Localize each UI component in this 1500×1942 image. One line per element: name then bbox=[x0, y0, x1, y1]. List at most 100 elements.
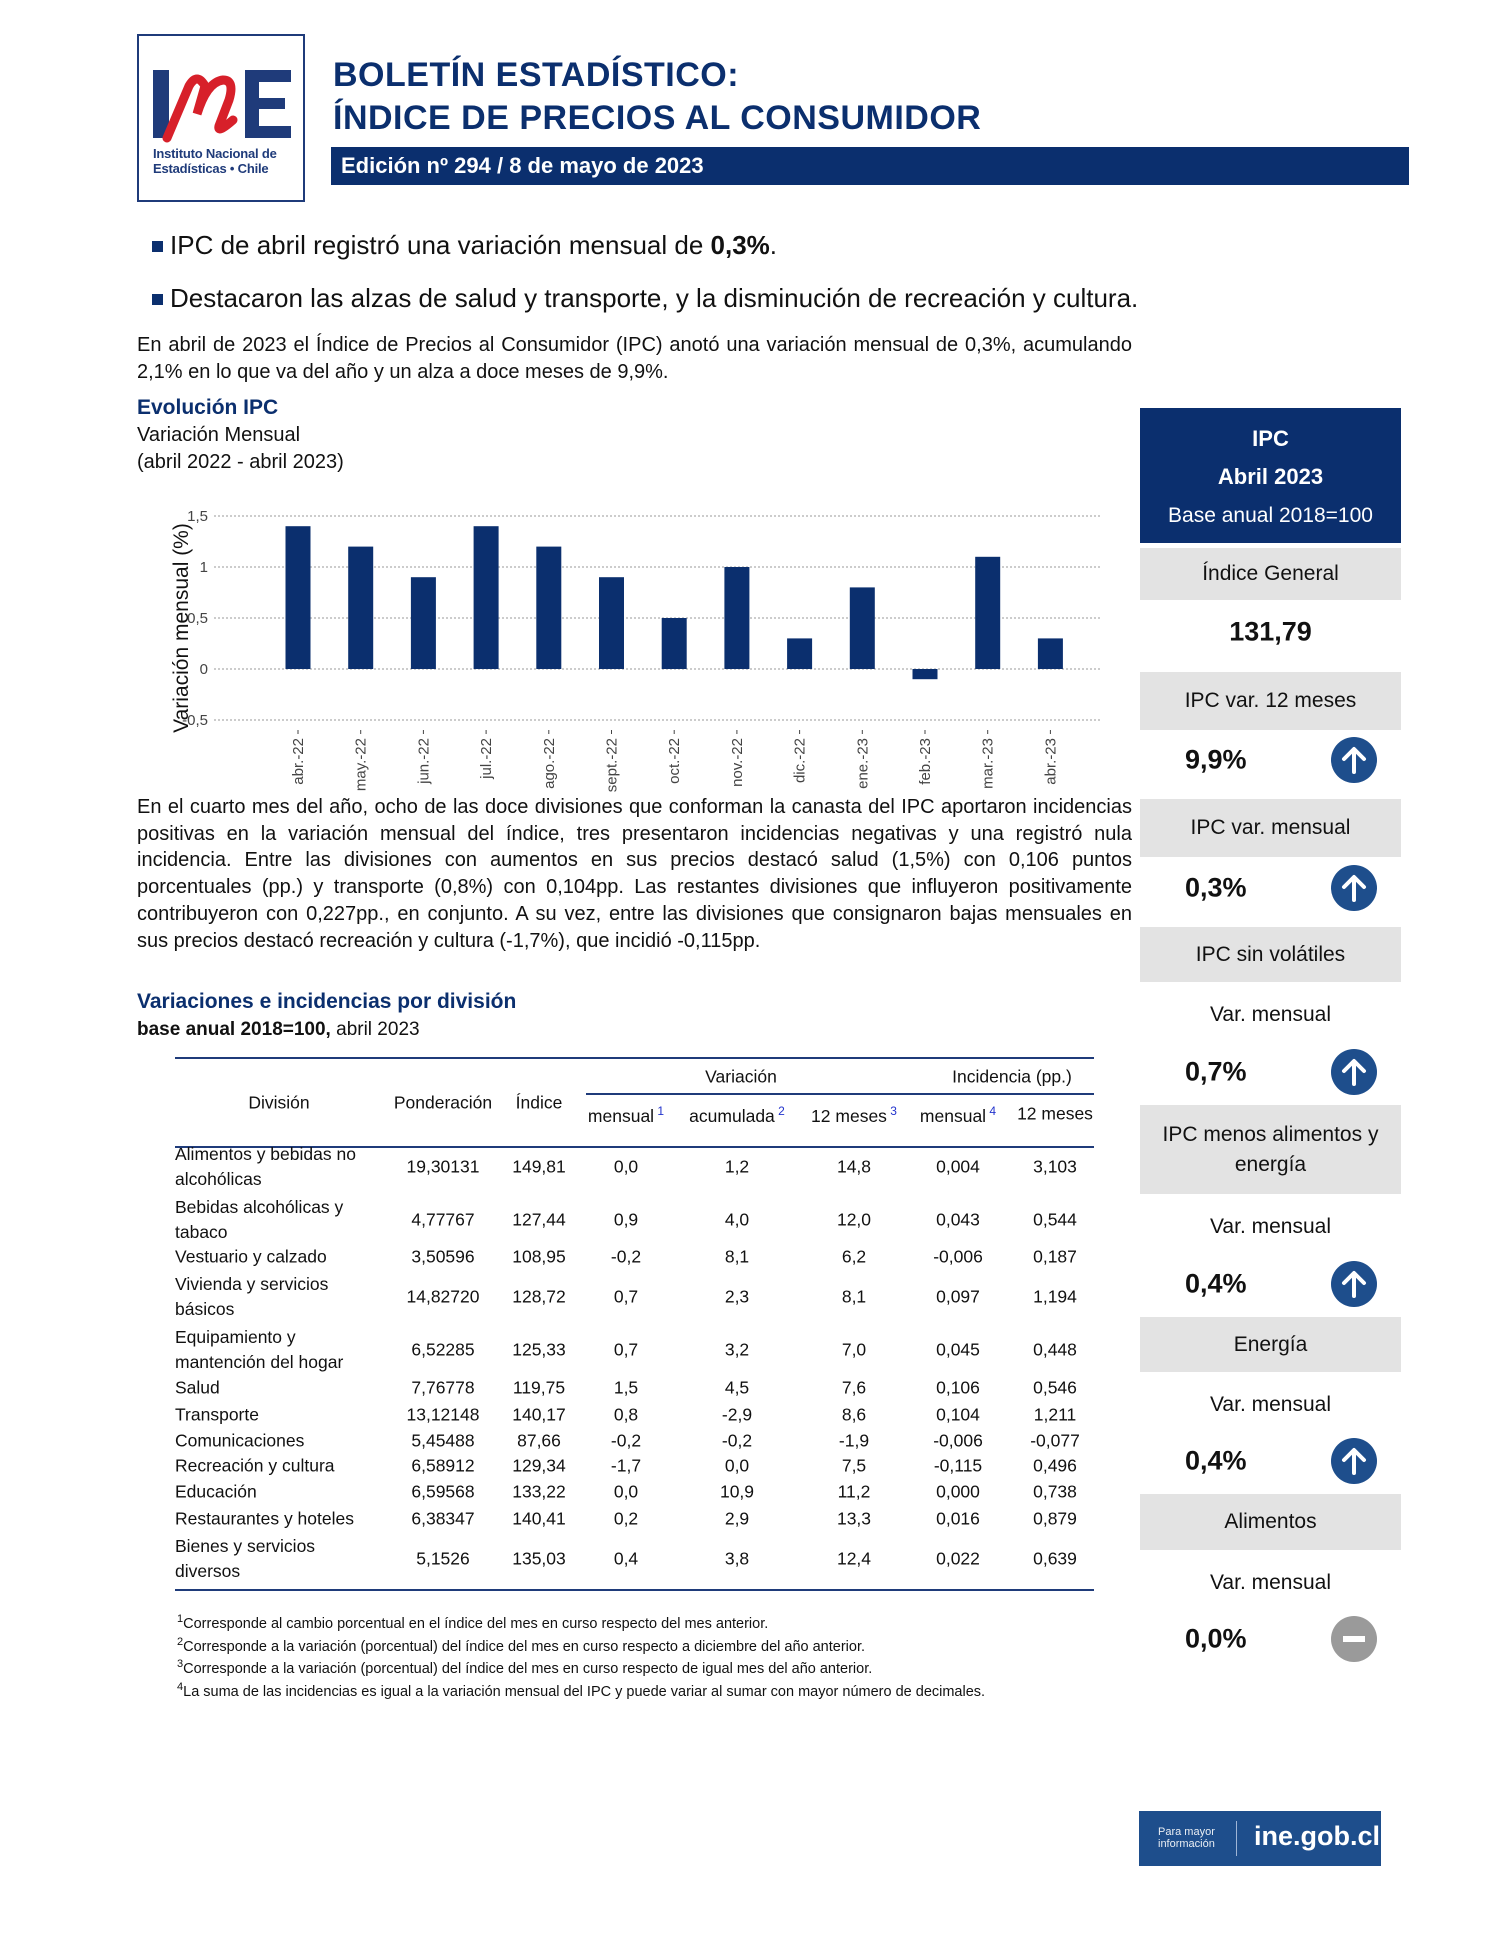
footnote-ref: 4 bbox=[986, 1104, 997, 1119]
row-cell: 7,6 bbox=[841, 1377, 867, 1398]
panel-label: IPC var. mensual bbox=[1140, 799, 1401, 857]
row-division-name: Vivienda y servicios básicos bbox=[175, 1274, 329, 1319]
highlight-bullet-1: IPC de abril registró una variación mens… bbox=[152, 230, 777, 261]
ine-logo-mark bbox=[153, 70, 291, 143]
footnote-text: Corresponde a la variación (porcentual) … bbox=[183, 1638, 866, 1655]
row-cell: 0,106 bbox=[936, 1377, 980, 1398]
row-cell: -1,9 bbox=[838, 1430, 870, 1451]
panel-value: 0,0% bbox=[1185, 1623, 1247, 1654]
bar-ago.-22 bbox=[536, 546, 562, 669]
header-label: acumulada bbox=[689, 1105, 775, 1126]
x-tick-label: jul.-22 bbox=[478, 738, 495, 780]
row-cell: 6,52285 bbox=[411, 1339, 475, 1360]
panel-sublabel: Var. mensual bbox=[1209, 1571, 1331, 1594]
row-division-name: Comunicaciones bbox=[175, 1430, 305, 1451]
row-cell: 3,8 bbox=[724, 1548, 750, 1569]
more-info-line2: información bbox=[1158, 1838, 1215, 1850]
row-cell: 7,76778 bbox=[411, 1377, 475, 1398]
ine-logo: Instituto Nacional de Estadísticas • Chi… bbox=[137, 34, 305, 202]
header-division: División bbox=[248, 1092, 310, 1113]
bar-jul.-22 bbox=[473, 526, 499, 669]
panel-indice-value: 131,79 bbox=[1229, 616, 1312, 647]
bar-ene.-23 bbox=[849, 587, 875, 669]
panel-sublabel: Var. mensual bbox=[1209, 1003, 1331, 1026]
logo-caption-line2: Estadísticas • Chile bbox=[153, 161, 269, 176]
row-cell: 0,0 bbox=[613, 1481, 639, 1502]
row-cell: 0,879 bbox=[1033, 1508, 1077, 1529]
chart-subtitle-1: Variación Mensual bbox=[137, 424, 301, 446]
x-tick-label: dic.-22 bbox=[792, 738, 809, 783]
row-cell: 0,546 bbox=[1033, 1377, 1077, 1398]
row-cell: 7,5 bbox=[841, 1455, 867, 1476]
panel-label: Energía bbox=[1140, 1317, 1401, 1372]
x-tick-label: abr.-22 bbox=[290, 738, 307, 785]
panel-value: 9,9% bbox=[1185, 744, 1247, 775]
footnote-2: 2Corresponde a la variación (porcentual)… bbox=[177, 1636, 865, 1655]
row-cell: 128,72 bbox=[512, 1286, 566, 1307]
footnote-4: 4La suma de las incidencias es igual a l… bbox=[177, 1681, 985, 1700]
panel-label: IPC menos alimentos y energía bbox=[1140, 1105, 1401, 1194]
row-cell: 5,1526 bbox=[416, 1548, 470, 1569]
row-cell: -2,9 bbox=[721, 1404, 753, 1425]
divider bbox=[1236, 1821, 1237, 1856]
bullet-text: Destacaron las alzas de salud y transpor… bbox=[170, 283, 1139, 313]
row-cell: 0,8 bbox=[613, 1404, 639, 1425]
header-label: mensual bbox=[587, 1105, 655, 1126]
row-cell: -0,006 bbox=[933, 1430, 983, 1451]
row-cell: 0,043 bbox=[936, 1209, 980, 1230]
row-division-name: Transporte bbox=[175, 1404, 259, 1425]
row-division-name: Salud bbox=[175, 1377, 220, 1398]
bar-may.-22 bbox=[348, 546, 374, 669]
row-cell: 87,66 bbox=[517, 1430, 561, 1451]
row-cell: 0,045 bbox=[936, 1339, 980, 1360]
arrow-up-icon bbox=[1331, 1261, 1377, 1307]
y-tick-label: 0,5 bbox=[187, 610, 208, 627]
y-axis-label: Variación mensual (%) bbox=[170, 523, 193, 733]
panel-value: 0,7% bbox=[1185, 1056, 1247, 1087]
table-header-rule bbox=[175, 1146, 1094, 1148]
footnote-text: La suma de las incidencias es igual a la… bbox=[183, 1683, 986, 1700]
header-variacion: Variación bbox=[705, 1066, 777, 1087]
footnote-ref: 2 bbox=[774, 1104, 785, 1119]
row-cell: 3,103 bbox=[1033, 1156, 1077, 1177]
row-division-name: Recreación y cultura bbox=[175, 1455, 335, 1476]
row-cell: 0,7 bbox=[613, 1339, 639, 1360]
row-cell: 0,639 bbox=[1033, 1548, 1077, 1569]
x-tick-label: sept.-22 bbox=[604, 738, 621, 792]
panel-period: Abril 2023 bbox=[1217, 464, 1324, 489]
row-cell: 3,50596 bbox=[411, 1246, 475, 1267]
row-division-name: Vestuario y calzado bbox=[175, 1246, 327, 1267]
row-cell: 14,8 bbox=[836, 1156, 872, 1177]
footer-website-badge[interactable]: Para mayor información ine.gob.cl bbox=[1139, 1811, 1381, 1866]
row-cell: -1,7 bbox=[610, 1455, 642, 1476]
website-link[interactable]: ine.gob.cl bbox=[1254, 1821, 1381, 1851]
table-subtitle-bold: base anual 2018=100, bbox=[137, 1019, 331, 1040]
x-tick-label: oct.-22 bbox=[666, 738, 683, 784]
row-cell: -0,2 bbox=[610, 1430, 642, 1451]
y-tick-label: 1 bbox=[200, 559, 208, 576]
row-cell: 133,22 bbox=[512, 1481, 566, 1502]
bullet-text: IPC de abril registró una variación mens… bbox=[170, 230, 711, 260]
header-label: mensual bbox=[919, 1105, 987, 1126]
row-cell: -0,2 bbox=[721, 1430, 753, 1451]
footnote-number: 4 bbox=[177, 1680, 184, 1693]
row-cell: 1,5 bbox=[613, 1377, 639, 1398]
bar-sept.-22 bbox=[599, 577, 624, 669]
x-tick-label: abr.-23 bbox=[1042, 738, 1059, 785]
row-cell: 14,82720 bbox=[406, 1286, 480, 1307]
row-cell: 0,2 bbox=[613, 1508, 639, 1529]
x-tick-label: mar.-23 bbox=[980, 738, 997, 789]
row-cell: 129,34 bbox=[512, 1455, 566, 1476]
row-cell: 0,9 bbox=[613, 1209, 639, 1230]
row-cell: 3,2 bbox=[724, 1339, 750, 1360]
row-cell: 0,448 bbox=[1033, 1339, 1077, 1360]
highlight-bullet-2: Destacaron las alzas de salud y transpor… bbox=[152, 283, 1139, 314]
footnote-number: 1 bbox=[177, 1613, 184, 1625]
page-title-line2: ÍNDICE DE PRECIOS AL CONSUMIDOR bbox=[333, 99, 982, 137]
row-cell: 19,30131 bbox=[406, 1156, 480, 1177]
bullet-square-icon bbox=[152, 241, 163, 252]
row-cell: 0,0 bbox=[724, 1455, 750, 1476]
row-cell: -0,2 bbox=[610, 1246, 642, 1267]
row-cell: 0,022 bbox=[936, 1548, 980, 1569]
table-subtitle: base anual 2018=100, abril 2023 bbox=[137, 1019, 420, 1041]
